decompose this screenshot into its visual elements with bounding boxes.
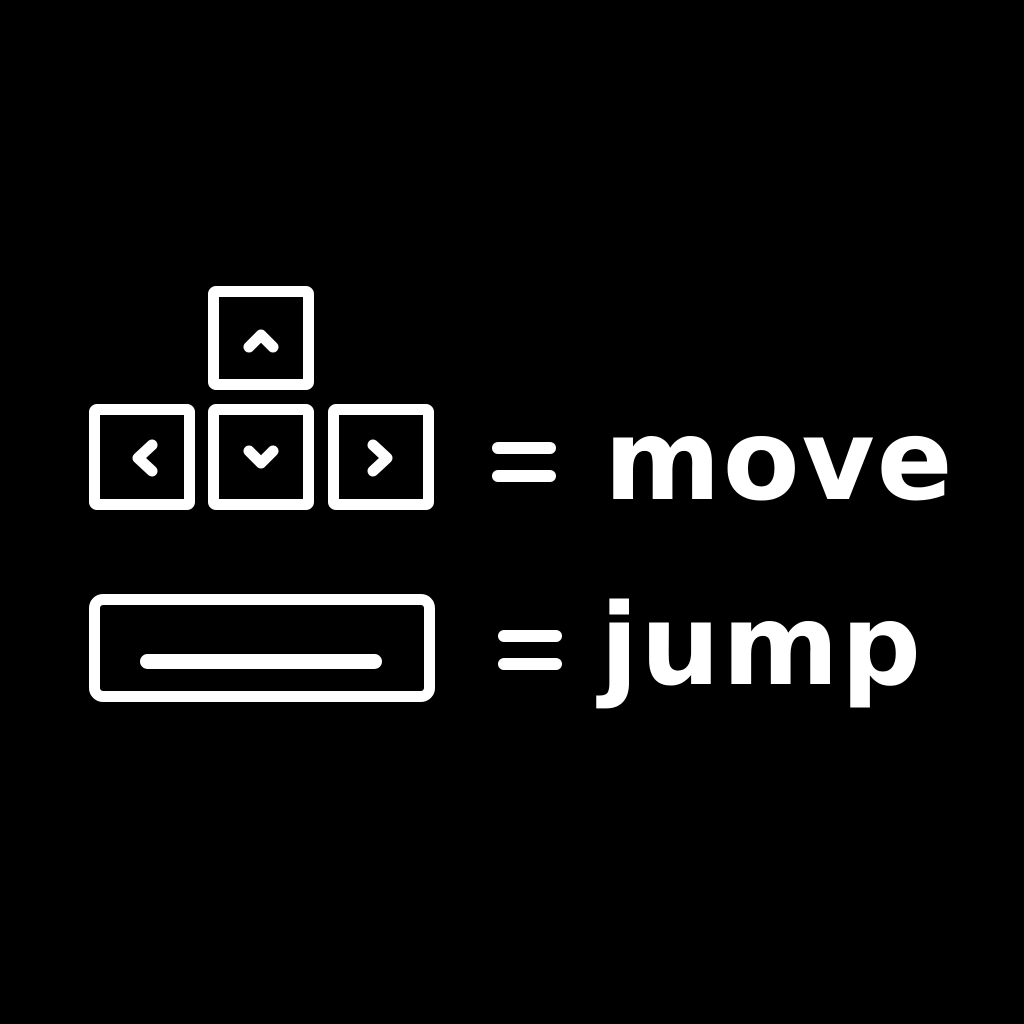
chevron-right-icon — [367, 439, 393, 477]
chevron-up-icon — [243, 329, 279, 353]
chevron-down-icon — [243, 445, 279, 469]
space-bar-icon — [140, 654, 382, 669]
arrow-down-key — [208, 404, 314, 510]
arrow-left-key — [89, 404, 195, 510]
space-bar-key — [89, 594, 435, 702]
jump-equals-sign — [498, 630, 562, 670]
chevron-left-icon — [132, 439, 158, 477]
move-label: move — [604, 396, 955, 526]
arrow-right-key — [328, 404, 434, 510]
jump-label: jump — [600, 581, 923, 711]
arrow-up-key — [208, 286, 314, 390]
move-equals-sign — [492, 442, 556, 482]
